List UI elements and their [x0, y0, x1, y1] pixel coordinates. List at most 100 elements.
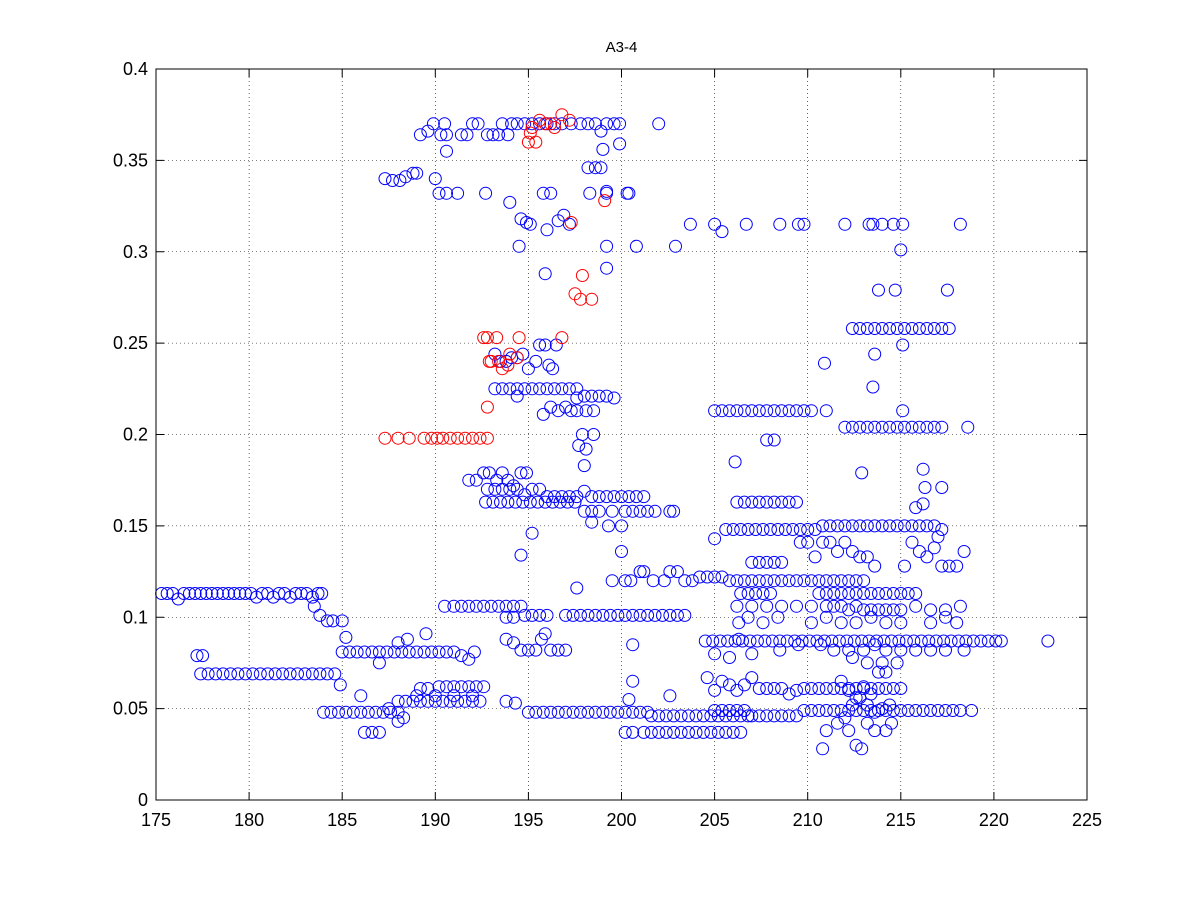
data-point — [767, 709, 781, 723]
data-point — [866, 217, 880, 231]
data-point — [916, 704, 930, 717]
y-tick-label: 0.05 — [113, 699, 148, 719]
data-point — [648, 504, 662, 518]
data-point — [719, 725, 733, 739]
data-point — [723, 651, 736, 664]
data-point — [864, 603, 878, 617]
x-tick-label: 200 — [606, 810, 636, 830]
data-point — [588, 161, 602, 175]
data-point — [419, 627, 433, 641]
data-point — [479, 495, 493, 509]
data-point — [507, 599, 520, 613]
data-point — [700, 570, 714, 584]
data-point — [752, 555, 766, 569]
data-point — [505, 117, 519, 131]
data-point — [842, 574, 856, 588]
data-point — [615, 490, 628, 504]
data-point — [885, 716, 898, 730]
data-point — [957, 545, 971, 558]
data-point — [484, 599, 498, 613]
data-point — [410, 689, 424, 703]
data-point — [544, 400, 558, 414]
data-point — [585, 389, 599, 403]
data-point — [696, 725, 710, 739]
data-point — [458, 431, 472, 445]
data-point — [525, 117, 539, 131]
data-point — [886, 603, 900, 617]
data-point — [849, 587, 863, 600]
data-point — [305, 667, 319, 681]
data-point — [752, 709, 766, 723]
data-point — [771, 610, 785, 624]
data-point — [715, 404, 729, 418]
data-point — [177, 587, 191, 600]
data-point — [523, 495, 537, 509]
data-point — [587, 428, 601, 441]
data-point — [570, 581, 584, 595]
data-point — [879, 587, 893, 600]
data-point — [855, 466, 869, 480]
data-point — [626, 504, 640, 518]
data-point — [378, 172, 392, 186]
data-point — [838, 535, 852, 549]
data-point — [771, 523, 785, 536]
data-point — [950, 559, 964, 573]
data-point — [674, 709, 688, 723]
data-point — [603, 608, 617, 622]
data-point — [939, 643, 952, 657]
data-point — [196, 649, 210, 663]
data-point — [626, 608, 640, 622]
data-point — [864, 687, 878, 701]
data-point — [544, 186, 558, 200]
data-point — [629, 239, 643, 253]
data-point — [912, 420, 926, 434]
data-point — [454, 599, 468, 613]
data-point — [536, 186, 550, 200]
data-point — [492, 599, 506, 613]
axis-ticks — [155, 68, 1088, 801]
data-point — [425, 431, 439, 445]
data-point — [559, 608, 573, 622]
data-point — [864, 682, 878, 695]
data-point — [473, 431, 487, 445]
data-point — [311, 587, 325, 600]
data-point — [804, 574, 818, 588]
data-point — [670, 565, 684, 579]
data-point — [618, 608, 632, 622]
data-point — [548, 117, 561, 131]
data-point — [667, 709, 681, 723]
data-point — [521, 643, 535, 657]
data-point — [862, 217, 876, 231]
data-point — [533, 338, 547, 352]
data-point — [894, 603, 908, 617]
data-point — [745, 555, 759, 569]
data-point — [745, 404, 759, 418]
data-point — [909, 704, 923, 717]
data-point — [827, 587, 841, 600]
data-point — [484, 354, 498, 368]
data-point — [730, 404, 744, 418]
data-point — [924, 616, 938, 630]
data-point — [730, 495, 744, 509]
data-point — [574, 608, 587, 622]
data-point — [227, 587, 241, 600]
data-point — [624, 574, 638, 588]
data-point — [782, 574, 796, 588]
data-point — [935, 559, 949, 573]
data-point — [577, 389, 591, 403]
data-point — [542, 358, 556, 372]
data-point — [553, 495, 567, 509]
data-point — [495, 382, 509, 396]
data-point — [706, 634, 720, 648]
data-point — [417, 431, 431, 445]
data-point — [994, 634, 1008, 648]
data-point — [335, 645, 349, 659]
data-point — [773, 643, 787, 657]
data-point — [868, 519, 882, 533]
data-point — [652, 117, 666, 131]
data-point — [611, 608, 625, 622]
y-tick-label: 0.25 — [113, 333, 148, 353]
data-point — [602, 519, 615, 533]
data-point — [896, 338, 910, 352]
